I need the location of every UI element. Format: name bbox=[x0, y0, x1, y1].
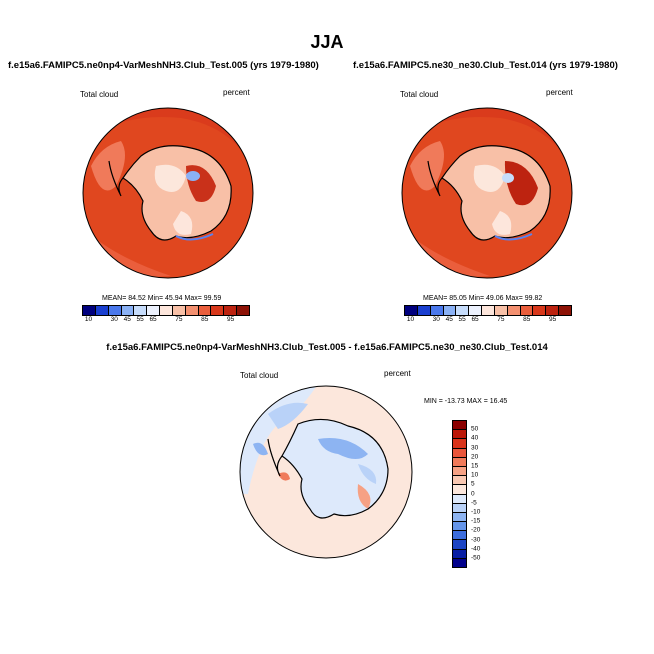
colorbar-swatch bbox=[185, 306, 199, 315]
colorbar-swatch bbox=[443, 306, 457, 315]
colorbar-swatch bbox=[494, 306, 508, 315]
colorbar-label: -5 bbox=[471, 499, 477, 507]
colorbar-swatch bbox=[83, 306, 96, 315]
left-stats: MEAN= 84.52 Min= 45.94 Max= 99.59 bbox=[102, 295, 222, 302]
colorbar-swatch bbox=[453, 448, 466, 458]
colorbar-label: 40 bbox=[471, 434, 479, 442]
diff-stats: MIN = -13.73 MAX = 16.45 bbox=[424, 398, 508, 405]
colorbar-swatch bbox=[224, 306, 238, 315]
colorbar-label: -10 bbox=[471, 508, 481, 516]
colorbar-swatch bbox=[453, 476, 466, 486]
right-colorbar: 10 30 45 55 65 75 85 95 bbox=[404, 305, 572, 326]
right-variable-label: Total cloud bbox=[400, 90, 439, 99]
colorbar-swatch bbox=[533, 306, 547, 315]
colorbar-swatch bbox=[405, 306, 418, 315]
colorbar-swatch bbox=[453, 439, 466, 449]
colorbar-swatch bbox=[453, 430, 466, 440]
colorbar-swatch bbox=[456, 306, 470, 315]
colorbar-swatch bbox=[453, 558, 466, 567]
right-panel-title: f.e15a6.FAMIPC5.ne30_ne30.Club_Test.014 … bbox=[353, 60, 618, 71]
left-colorbar-swatches bbox=[82, 305, 250, 316]
right-units-label: percent bbox=[546, 88, 573, 97]
diff-units-label: percent bbox=[384, 369, 411, 378]
colorbar-label: 30 bbox=[432, 316, 440, 323]
colorbar-label: 75 bbox=[497, 316, 505, 323]
colorbar-swatch bbox=[134, 306, 148, 315]
colorbar-swatch bbox=[95, 306, 109, 315]
diff-variable-label: Total cloud bbox=[240, 371, 279, 380]
colorbar-label: -20 bbox=[471, 526, 481, 534]
colorbar-label: 30 bbox=[471, 444, 479, 452]
colorbar-swatch bbox=[453, 457, 466, 467]
colorbar-label: 85 bbox=[201, 316, 209, 323]
colorbar-label: 55 bbox=[136, 316, 144, 323]
colorbar-label: 75 bbox=[175, 316, 183, 323]
right-colorbar-labels: 10 30 45 55 65 75 85 95 bbox=[404, 316, 572, 326]
right-stats: MEAN= 85.05 Min= 49.06 Max= 99.82 bbox=[423, 295, 543, 302]
colorbar-swatch bbox=[482, 306, 495, 315]
left-panel-title: f.e15a6.FAMIPC5.ne0np4-VarMeshNH3.Club_T… bbox=[8, 60, 319, 71]
colorbar-swatch bbox=[172, 306, 186, 315]
colorbar-label: 10 bbox=[406, 316, 415, 323]
colorbar-swatch bbox=[160, 306, 173, 315]
colorbar-label: 65 bbox=[149, 316, 157, 323]
colorbar-swatch bbox=[147, 306, 161, 315]
colorbar-swatch bbox=[121, 306, 135, 315]
right-map bbox=[401, 107, 573, 279]
colorbar-label: 50 bbox=[471, 425, 479, 433]
colorbar-label: -40 bbox=[471, 545, 481, 553]
diff-panel-title: f.e15a6.FAMIPC5.ne0np4-VarMeshNH3.Club_T… bbox=[106, 342, 548, 353]
colorbar-label: -50 bbox=[471, 554, 481, 562]
colorbar-label: 95 bbox=[226, 316, 235, 323]
diff-colorbar-swatches bbox=[452, 420, 467, 568]
colorbar-swatch bbox=[559, 306, 571, 315]
colorbar-swatch bbox=[453, 522, 466, 532]
colorbar-label: 20 bbox=[471, 453, 479, 461]
colorbar-label: 85 bbox=[523, 316, 531, 323]
colorbar-swatch bbox=[453, 540, 466, 550]
colorbar-label: 30 bbox=[110, 316, 118, 323]
diff-map bbox=[239, 385, 413, 559]
colorbar-swatch bbox=[198, 306, 212, 315]
colorbar-label: 15 bbox=[471, 462, 479, 470]
colorbar-label: 65 bbox=[471, 316, 479, 323]
colorbar-swatch bbox=[453, 512, 466, 523]
colorbar-swatch bbox=[453, 494, 466, 504]
left-colorbar: 10 30 45 55 65 75 85 95 bbox=[82, 305, 250, 326]
colorbar-swatch bbox=[453, 531, 466, 541]
colorbar-label: 45 bbox=[123, 316, 131, 323]
colorbar-swatch bbox=[430, 306, 444, 315]
colorbar-label: 45 bbox=[445, 316, 453, 323]
left-units-label: percent bbox=[223, 88, 250, 97]
colorbar-swatch bbox=[453, 549, 466, 559]
diff-colorbar bbox=[452, 420, 467, 568]
colorbar-swatch bbox=[507, 306, 521, 315]
colorbar-label: 0 bbox=[471, 490, 475, 498]
page-title: JJA bbox=[310, 32, 344, 52]
colorbar-label: -15 bbox=[471, 517, 481, 525]
colorbar-swatch bbox=[546, 306, 560, 315]
colorbar-swatch bbox=[453, 485, 466, 495]
colorbar-swatch bbox=[520, 306, 534, 315]
left-variable-label: Total cloud bbox=[80, 90, 119, 99]
colorbar-swatch bbox=[453, 421, 466, 431]
right-colorbar-swatches bbox=[404, 305, 572, 316]
colorbar-swatch bbox=[469, 306, 483, 315]
left-map bbox=[82, 107, 254, 279]
colorbar-label: 55 bbox=[458, 316, 466, 323]
left-colorbar-labels: 10 30 45 55 65 75 85 95 bbox=[82, 316, 250, 326]
colorbar-label: 95 bbox=[548, 316, 557, 323]
colorbar-label: 10 bbox=[471, 471, 479, 479]
colorbar-swatch bbox=[237, 306, 249, 315]
colorbar-swatch bbox=[417, 306, 431, 315]
colorbar-swatch bbox=[108, 306, 122, 315]
colorbar-label: 10 bbox=[84, 316, 93, 323]
colorbar-swatch bbox=[453, 466, 466, 477]
colorbar-label: -30 bbox=[471, 536, 481, 544]
colorbar-swatch bbox=[211, 306, 225, 315]
colorbar-swatch bbox=[453, 503, 466, 513]
colorbar-label: 5 bbox=[471, 480, 475, 488]
